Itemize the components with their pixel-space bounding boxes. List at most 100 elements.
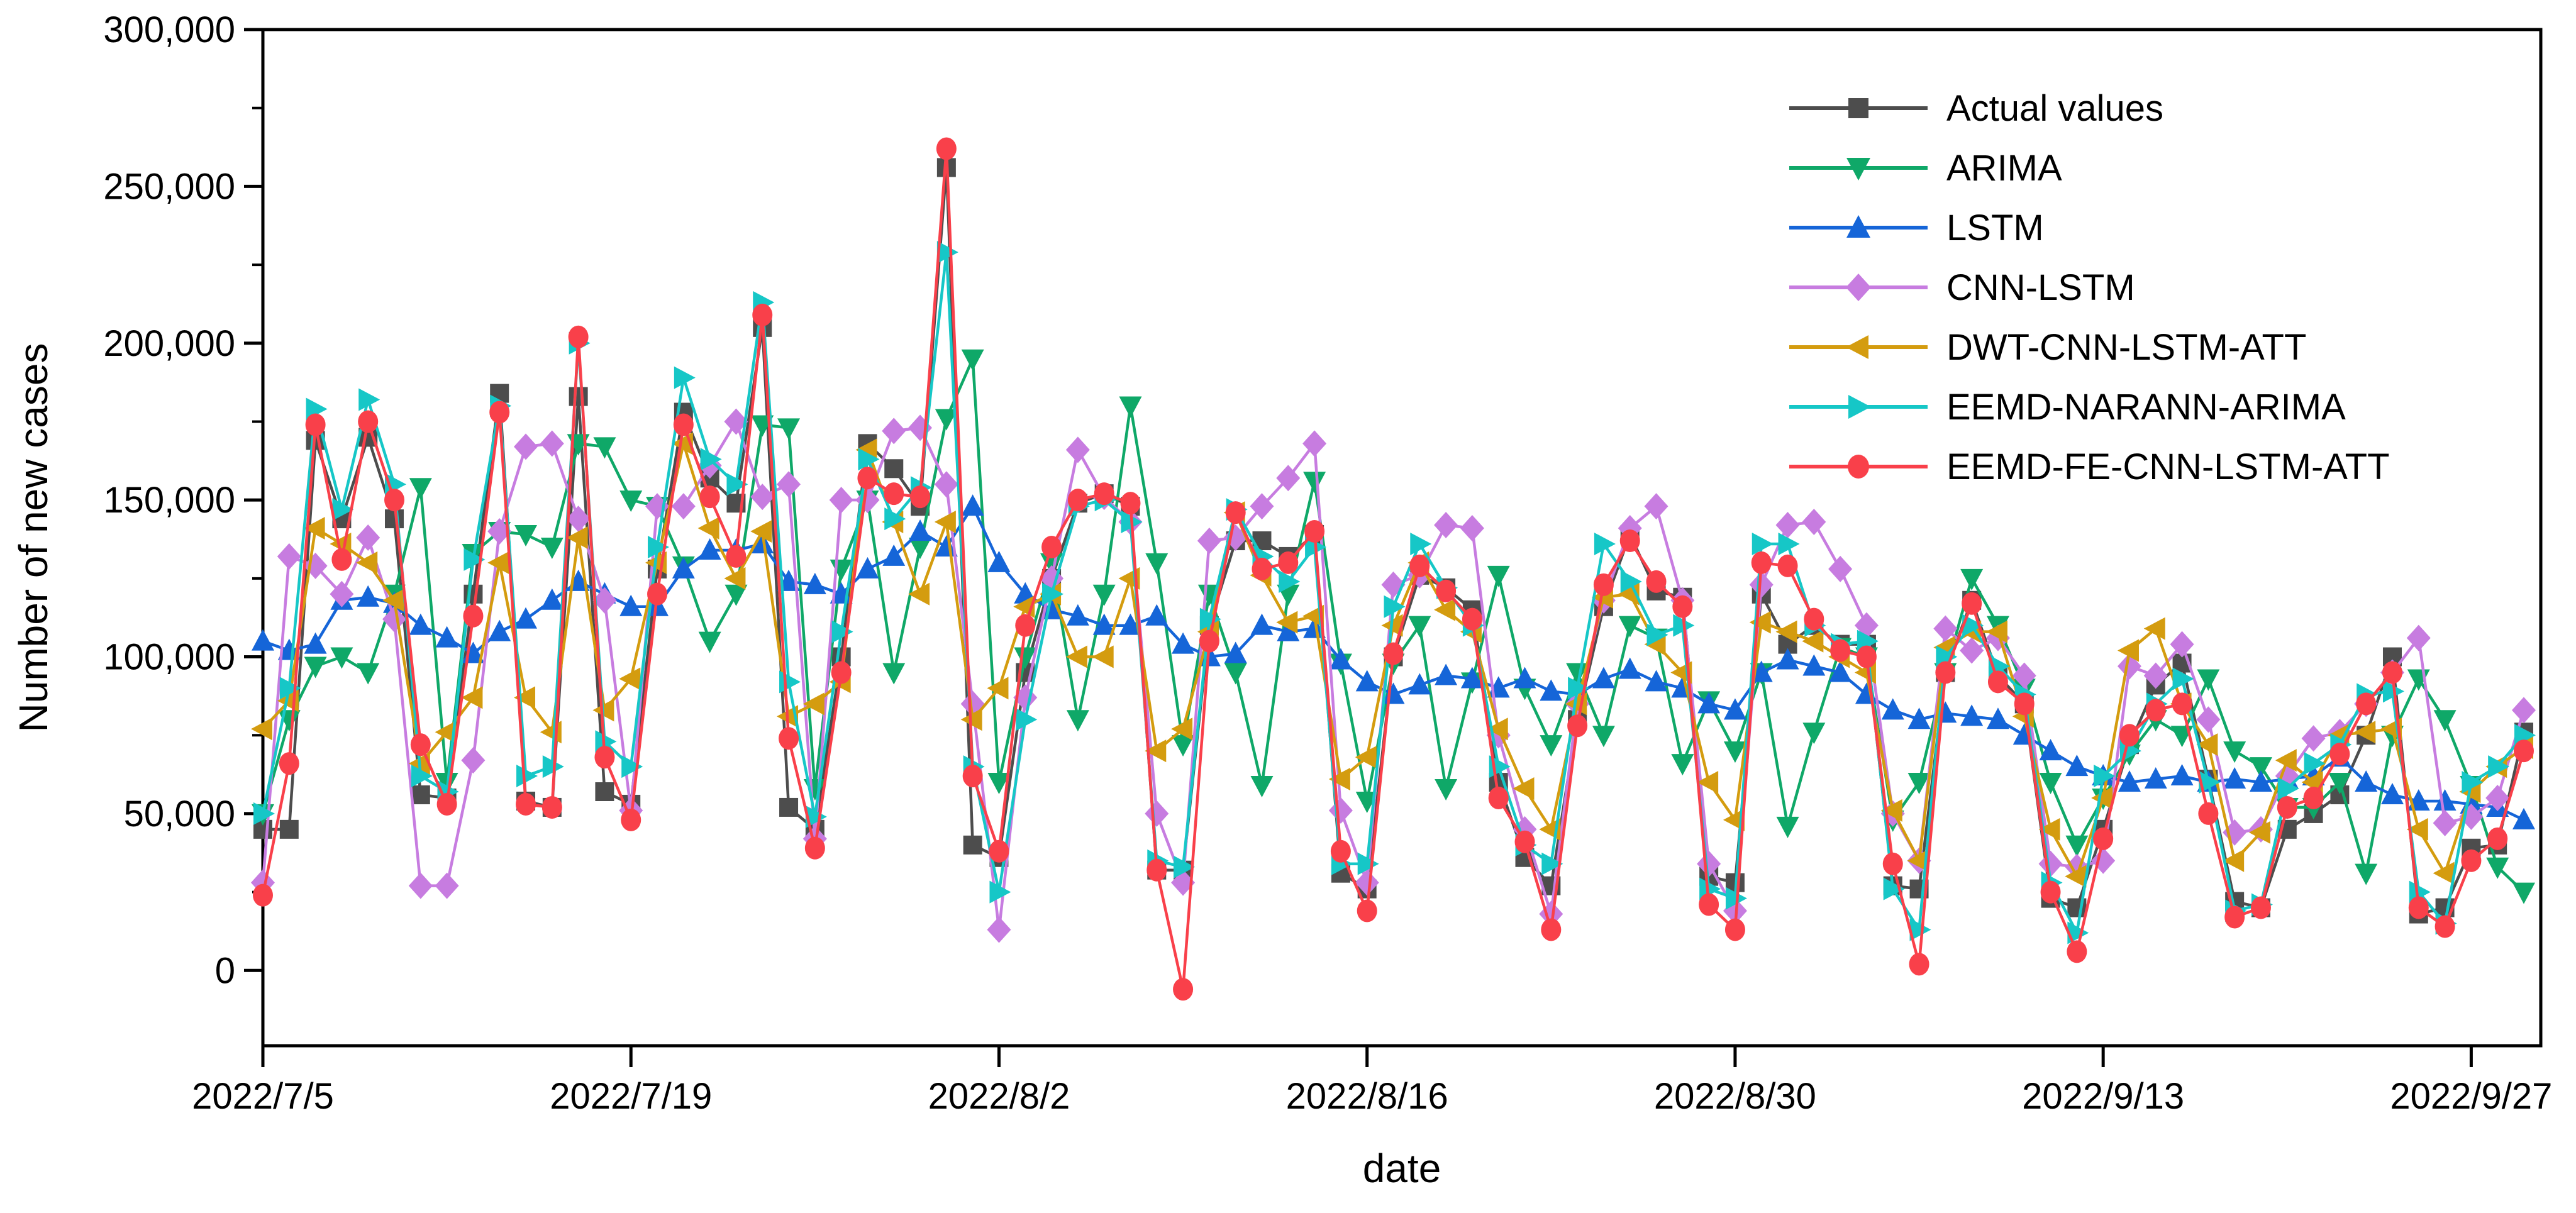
data-point-marker [2434, 915, 2455, 938]
data-point-marker [358, 410, 379, 433]
data-point-marker [805, 805, 827, 828]
data-point-marker [2486, 857, 2509, 879]
x-tick-label: 2022/9/27 [2390, 1076, 2552, 1117]
data-point-marker [1802, 654, 1826, 676]
data-point-marker [1119, 613, 1142, 635]
data-point-marker [592, 587, 617, 614]
data-point-marker [724, 584, 748, 606]
data-point-marker [724, 567, 746, 590]
data-point-marker [1802, 629, 1824, 653]
data-point-marker [1277, 619, 1300, 641]
y-tick-label: 0 [215, 950, 235, 991]
data-point-marker [1303, 616, 1326, 638]
data-point-marker [1016, 708, 1038, 731]
data-point-marker [514, 525, 538, 547]
data-point-marker [2250, 896, 2271, 919]
data-point-marker [331, 548, 352, 571]
data-point-marker [1252, 557, 1272, 580]
legend-item-cnn-lstm: CNN-LSTM [1789, 267, 2135, 308]
data-point-marker [2118, 770, 2141, 792]
data-point-marker [2329, 743, 2350, 766]
data-point-marker [1848, 98, 1868, 118]
data-point-marker [1592, 726, 1615, 748]
data-point-marker [1092, 645, 1114, 668]
data-point-marker [1777, 554, 1798, 577]
x-tick-label: 2022/8/16 [1286, 1076, 1448, 1117]
data-point-marker [962, 765, 983, 788]
data-point-marker [2356, 692, 2377, 716]
data-point-marker [1671, 754, 1694, 776]
data-point-marker [1224, 663, 1247, 685]
data-point-marker [1120, 492, 1141, 515]
data-point-marker [461, 747, 486, 774]
data-point-marker [1328, 768, 1350, 791]
data-point-marker [594, 746, 615, 769]
data-point-marker [2065, 835, 2089, 857]
data-point-marker [253, 883, 273, 907]
legend-item-actual-values: Actual values [1789, 88, 2163, 129]
data-point-marker [2382, 661, 2402, 684]
data-point-marker [2199, 771, 2221, 794]
data-point-marker [1434, 512, 1458, 539]
data-point-marker [1829, 660, 1852, 682]
data-point-marker [1567, 714, 1588, 738]
data-point-marker [332, 498, 354, 521]
data-point-marker [989, 839, 1009, 863]
data-point-marker [1775, 620, 1797, 643]
data-point-marker [409, 478, 432, 500]
series-group [251, 137, 2536, 1001]
data-point-marker [2277, 795, 2297, 819]
data-point-marker [435, 626, 458, 648]
data-point-marker [1066, 710, 1089, 732]
data-point-marker [2223, 767, 2246, 789]
data-point-marker [779, 797, 799, 817]
data-point-marker [1462, 607, 1482, 631]
data-point-marker [2328, 773, 2351, 795]
data-point-marker [647, 582, 668, 606]
data-point-marker [1329, 648, 1352, 670]
data-point-marker [2038, 817, 2060, 841]
legend: Actual values ARIMA LSTM CNN-LSTM DWT-CNN-LS… [1789, 88, 2390, 487]
data-point-marker [2014, 692, 2035, 716]
data-point-marker [409, 613, 432, 635]
data-point-marker [936, 241, 958, 264]
data-point-marker [593, 437, 616, 459]
data-point-marker [330, 647, 353, 669]
data-point-marker [1015, 614, 1036, 637]
legend-label: EEMD-FE-CNN-LSTM-ATT [1946, 446, 2390, 487]
data-point-marker [910, 485, 931, 509]
data-point-marker [277, 543, 301, 570]
data-point-marker [1146, 858, 1167, 882]
data-point-marker [829, 487, 853, 514]
data-point-marker [2067, 921, 2089, 944]
data-point-marker [2119, 724, 2140, 747]
data-point-marker [1171, 717, 1193, 741]
data-point-marker [1278, 551, 1299, 574]
data-point-marker [779, 727, 799, 750]
data-point-marker [2065, 755, 2089, 777]
data-point-marker [1408, 616, 1431, 638]
data-point-marker [2354, 721, 2376, 744]
data-point-marker [1303, 472, 1326, 494]
data-point-marker [2170, 631, 2194, 658]
data-point-marker [1986, 707, 2009, 729]
data-point-marker [2040, 880, 2061, 904]
data-point-marker [2355, 863, 2378, 885]
data-point-marker [2094, 765, 2116, 788]
data-point-marker [2143, 617, 2165, 640]
data-point-marker [1145, 800, 1169, 827]
data-point-marker [540, 430, 564, 457]
data-point-marker [2512, 807, 2535, 829]
data-point-marker [1541, 918, 1562, 941]
data-point-marker [1357, 852, 1379, 875]
data-point-marker [700, 448, 722, 471]
data-point-marker [2223, 849, 2245, 872]
data-point-marker [2093, 827, 2114, 850]
data-point-marker [566, 526, 588, 549]
data-point-marker [698, 538, 721, 560]
y-tick-label: 150,000 [103, 480, 235, 521]
data-point-marker [2196, 706, 2221, 733]
data-point-marker [279, 752, 299, 775]
data-point-marker [463, 604, 484, 628]
